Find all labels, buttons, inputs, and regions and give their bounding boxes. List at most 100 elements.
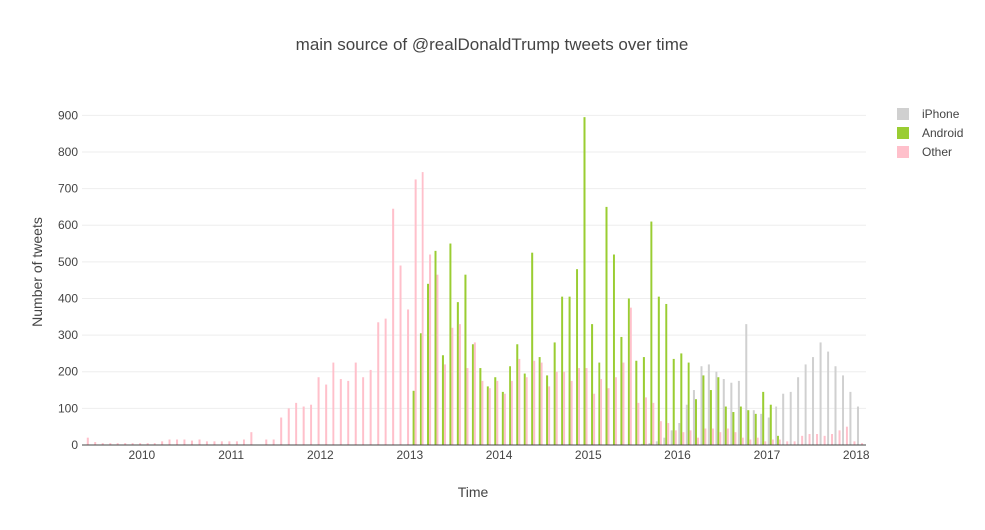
y-tick-label: 300 (58, 328, 78, 342)
x-tick-label: 2017 (754, 448, 781, 462)
bar-other-2010-02 (153, 443, 156, 445)
bar-other-2015-10 (659, 421, 662, 445)
bar-android-2016-06 (717, 377, 720, 445)
bar-android-2014-10 (568, 296, 571, 445)
bar-other-2013-03 (429, 254, 432, 445)
bar-android-2013-11 (486, 386, 489, 445)
bar-android-2016-02 (687, 362, 690, 445)
bar-other-2012-01 (325, 384, 328, 445)
bar-other-2010-07 (190, 440, 193, 445)
legend-swatch-other (897, 146, 909, 158)
x-tick-label: 2011 (218, 448, 244, 462)
bar-other-2014-07 (548, 386, 551, 445)
legend-item-android[interactable]: Android (897, 126, 963, 140)
bar-android-2016-12 (762, 391, 765, 445)
bar-iphone-2016-07 (722, 379, 725, 445)
bar-android-2013-12 (494, 377, 497, 445)
bar-other-2015-04 (614, 377, 617, 445)
bar-other-2012-11 (399, 265, 402, 445)
legend-label-other: Other (922, 145, 952, 159)
bar-other-2010-06 (183, 439, 186, 445)
bar-android-2016-01 (680, 353, 683, 445)
bar-other-2017-12 (853, 441, 856, 445)
bar-other-2015-09 (652, 402, 655, 445)
bar-other-2017-07 (816, 434, 819, 445)
bar-other-2016-10 (749, 439, 752, 445)
bar-other-2015-05 (622, 362, 625, 445)
bar-other-2016-03 (696, 437, 699, 445)
x-tick-label: 2013 (396, 448, 423, 462)
bar-other-2009-10 (124, 443, 127, 445)
bar-iphone-2017-02 (775, 406, 778, 445)
bar-other-2017-06 (808, 434, 811, 445)
bar-iphone-2015-12 (670, 430, 673, 445)
bar-other-2017-11 (845, 426, 848, 445)
bar-other-2018-01 (861, 443, 864, 445)
bar-other-2016-09 (741, 437, 744, 445)
bar-android-2014-04 (523, 373, 526, 445)
bar-iphone-2015-09 (648, 443, 651, 445)
bar-android-2015-11 (665, 303, 668, 445)
bar-iphone-2017-04 (789, 391, 792, 445)
bar-other-2015-12 (674, 430, 677, 445)
bar-other-2012-07 (369, 369, 372, 445)
bar-other-2014-08 (555, 371, 558, 445)
bar-other-2011-06 (272, 439, 275, 445)
bar-other-2013-08 (466, 368, 469, 445)
y-tick-label: 700 (58, 182, 78, 196)
bar-android-2016-08 (732, 412, 735, 445)
bar-iphone-2017-06 (804, 364, 807, 445)
bar-iphone-2017-05 (797, 377, 800, 445)
legend-label-android: Android (922, 126, 963, 140)
bar-other-2011-03 (250, 432, 253, 445)
legend[interactable]: iPhone Android Other (897, 107, 963, 159)
bar-other-2013-10 (481, 380, 484, 445)
bar-iphone-2017-11 (842, 375, 844, 445)
bar-android-2017-02 (777, 435, 779, 445)
bar-iphone-2016-01 (678, 423, 681, 445)
bar-other-2016-08 (734, 432, 737, 445)
bar-iphone-2017-01 (767, 417, 770, 445)
bar-iphone-2017-03 (782, 393, 785, 445)
y-tick-label: 100 (58, 401, 78, 415)
bar-other-2013-05 (443, 364, 446, 445)
bar-android-2014-02 (509, 366, 511, 445)
bar-other-2012-12 (407, 309, 410, 445)
bar-other-2014-12 (585, 368, 588, 445)
bar-other-2017-02 (778, 439, 781, 445)
bar-android-2016-03 (694, 399, 697, 445)
legend-item-iphone[interactable]: iPhone (897, 107, 960, 121)
y-tick-label: 600 (58, 218, 78, 232)
bar-other-2013-11 (488, 388, 491, 445)
bar-other-2010-05 (176, 439, 179, 445)
legend-item-other[interactable]: Other (897, 145, 952, 159)
bar-other-2010-03 (161, 441, 164, 445)
bar-other-2011-07 (280, 417, 283, 445)
x-tick-label: 2014 (486, 448, 513, 462)
bar-android-2014-09 (561, 296, 564, 445)
bar-android-2013-06 (449, 243, 452, 445)
bar-other-2016-12 (764, 441, 767, 445)
bar-other-2015-07 (637, 402, 640, 445)
bar-android-2015-07 (635, 360, 638, 445)
bar-iphone-2017-08 (819, 342, 822, 445)
bar-other-2009-09 (116, 443, 119, 445)
bar-other-2014-01 (503, 393, 506, 445)
axes: 0 100 200 300 400 500 600 700 800 900 2010 2011 2012… (58, 108, 870, 462)
bar-other-2015-06 (629, 307, 632, 445)
y-tick-label: 0 (71, 438, 78, 452)
bar-other-2017-03 (786, 441, 789, 445)
x-tick-label: 2016 (664, 448, 691, 462)
bar-other-2015-03 (607, 388, 610, 445)
bar-other-2009-08 (109, 443, 112, 445)
bar-other-2011-02 (243, 439, 245, 445)
bar-other-2009-06 (94, 442, 97, 445)
bar-android-2013-04 (434, 250, 437, 445)
bar-android-2014-11 (576, 269, 579, 445)
bar-iphone-2016-02 (685, 404, 688, 445)
bar-android-2017-01 (769, 404, 772, 445)
bar-iphone-2015-11 (663, 437, 666, 445)
bar-android-2013-07 (456, 302, 459, 445)
bar-android-2015-06 (627, 298, 630, 445)
x-tick-label: 2012 (307, 448, 334, 462)
